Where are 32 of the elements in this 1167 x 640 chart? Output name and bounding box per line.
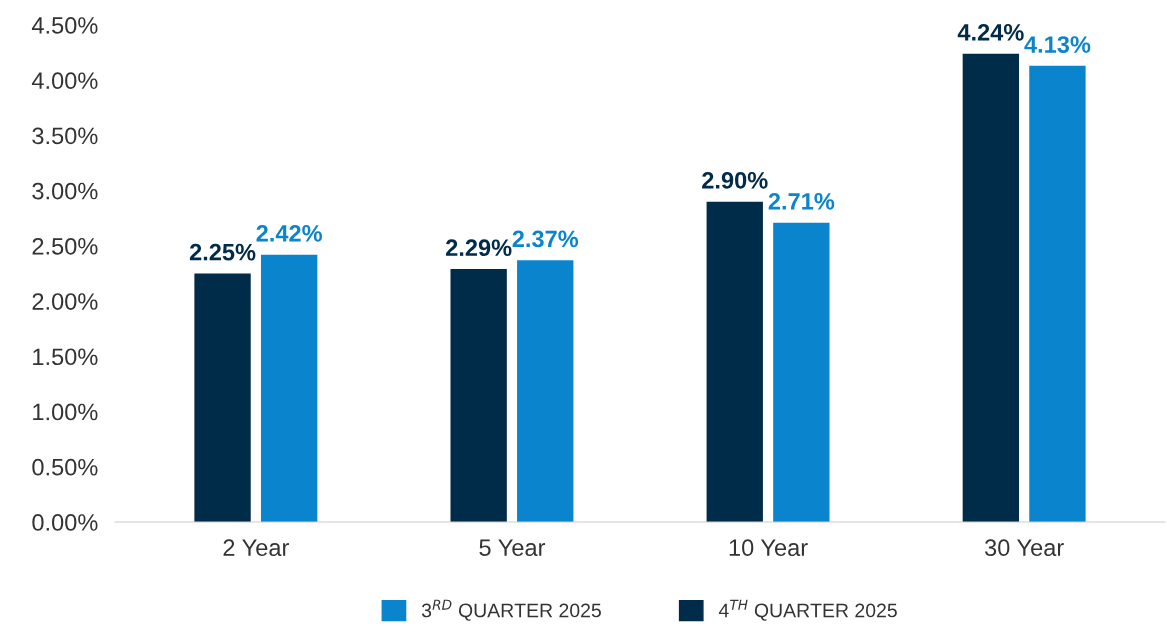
legend-label: 3$^{RD}$ QUARTER 2025 <box>421 599 601 621</box>
bar <box>773 222 830 522</box>
bar <box>962 53 1020 522</box>
data-label: 2.29% <box>446 239 512 257</box>
legend-label: 4$^{TH}$ QUARTER 2025 <box>718 599 897 621</box>
y-tick-label: 4.00% <box>31 72 98 90</box>
y-tick-label: 1.50% <box>33 348 98 366</box>
y-tick-label: 1.00% <box>33 403 98 421</box>
data-label: 2.42% <box>256 225 322 242</box>
y-tick-label: 3.00% <box>32 182 98 200</box>
data-label: 2.90% <box>702 171 768 189</box>
x-tick-label: 10 Year <box>729 539 808 557</box>
y-tick-label: 0.50% <box>32 458 98 476</box>
bar <box>260 254 318 522</box>
data-label: 2.37% <box>512 230 579 248</box>
y-tick-label: 4.50% <box>31 17 98 34</box>
y-tick-label: 0.00% <box>32 514 98 531</box>
bar <box>194 273 251 522</box>
data-label: 4.24% <box>957 24 1024 41</box>
y-tick-label: 2.50% <box>32 237 98 255</box>
data-label: 2.71% <box>768 192 835 210</box>
bar <box>517 260 574 522</box>
y-tick-label: 3.50% <box>32 127 98 145</box>
bar <box>706 201 763 522</box>
x-tick-label: 2 Year <box>223 539 289 557</box>
x-tick-label: 30 Year <box>984 539 1064 557</box>
bar <box>1029 65 1086 522</box>
bar <box>450 269 507 522</box>
data-label: 2.25% <box>189 243 256 261</box>
x-tick-label: 5 Year <box>479 539 546 557</box>
data-label: 4.13% <box>1024 36 1091 53</box>
y-tick-label: 2.00% <box>32 293 98 310</box>
